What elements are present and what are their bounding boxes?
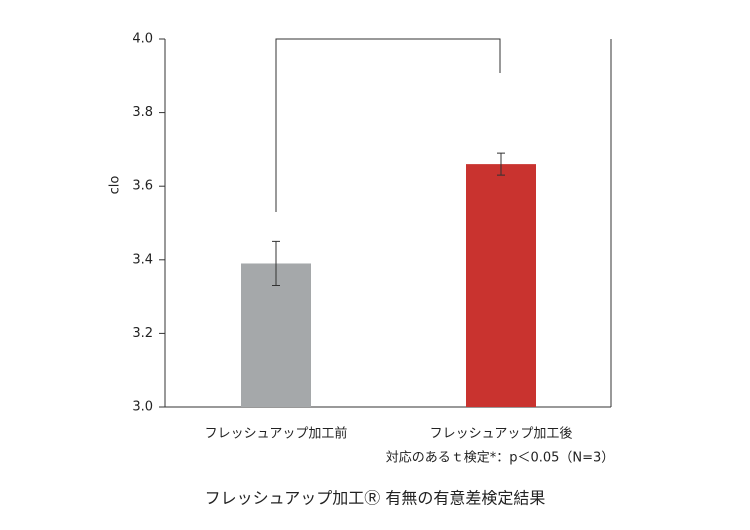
y-tick-label: 3.0 xyxy=(132,400,153,415)
caption: フレッシュアップ加工Ⓡ 有無の有意差検定結果 xyxy=(205,489,546,508)
significance-bracket xyxy=(275,38,501,212)
bar xyxy=(241,263,311,407)
annotation: 対応のあるｔ検定*：p＜0.05（N=3） xyxy=(386,451,615,466)
y-tick-label: 4.0 xyxy=(132,32,153,47)
bar xyxy=(466,164,536,407)
y-tick-label: 3.8 xyxy=(132,105,153,120)
x-tick-label: フレッシュアップ加工後 xyxy=(430,427,573,442)
x-tick-label: フレッシュアップ加工前 xyxy=(205,426,348,442)
y-axis-label: clo xyxy=(108,176,123,195)
error-bar xyxy=(497,152,505,176)
y-tick-label: 3.6 xyxy=(132,179,153,194)
error-bar xyxy=(272,240,280,287)
y-tick-label: 3.4 xyxy=(132,252,153,267)
y-tick-label: 3.2 xyxy=(132,326,153,341)
